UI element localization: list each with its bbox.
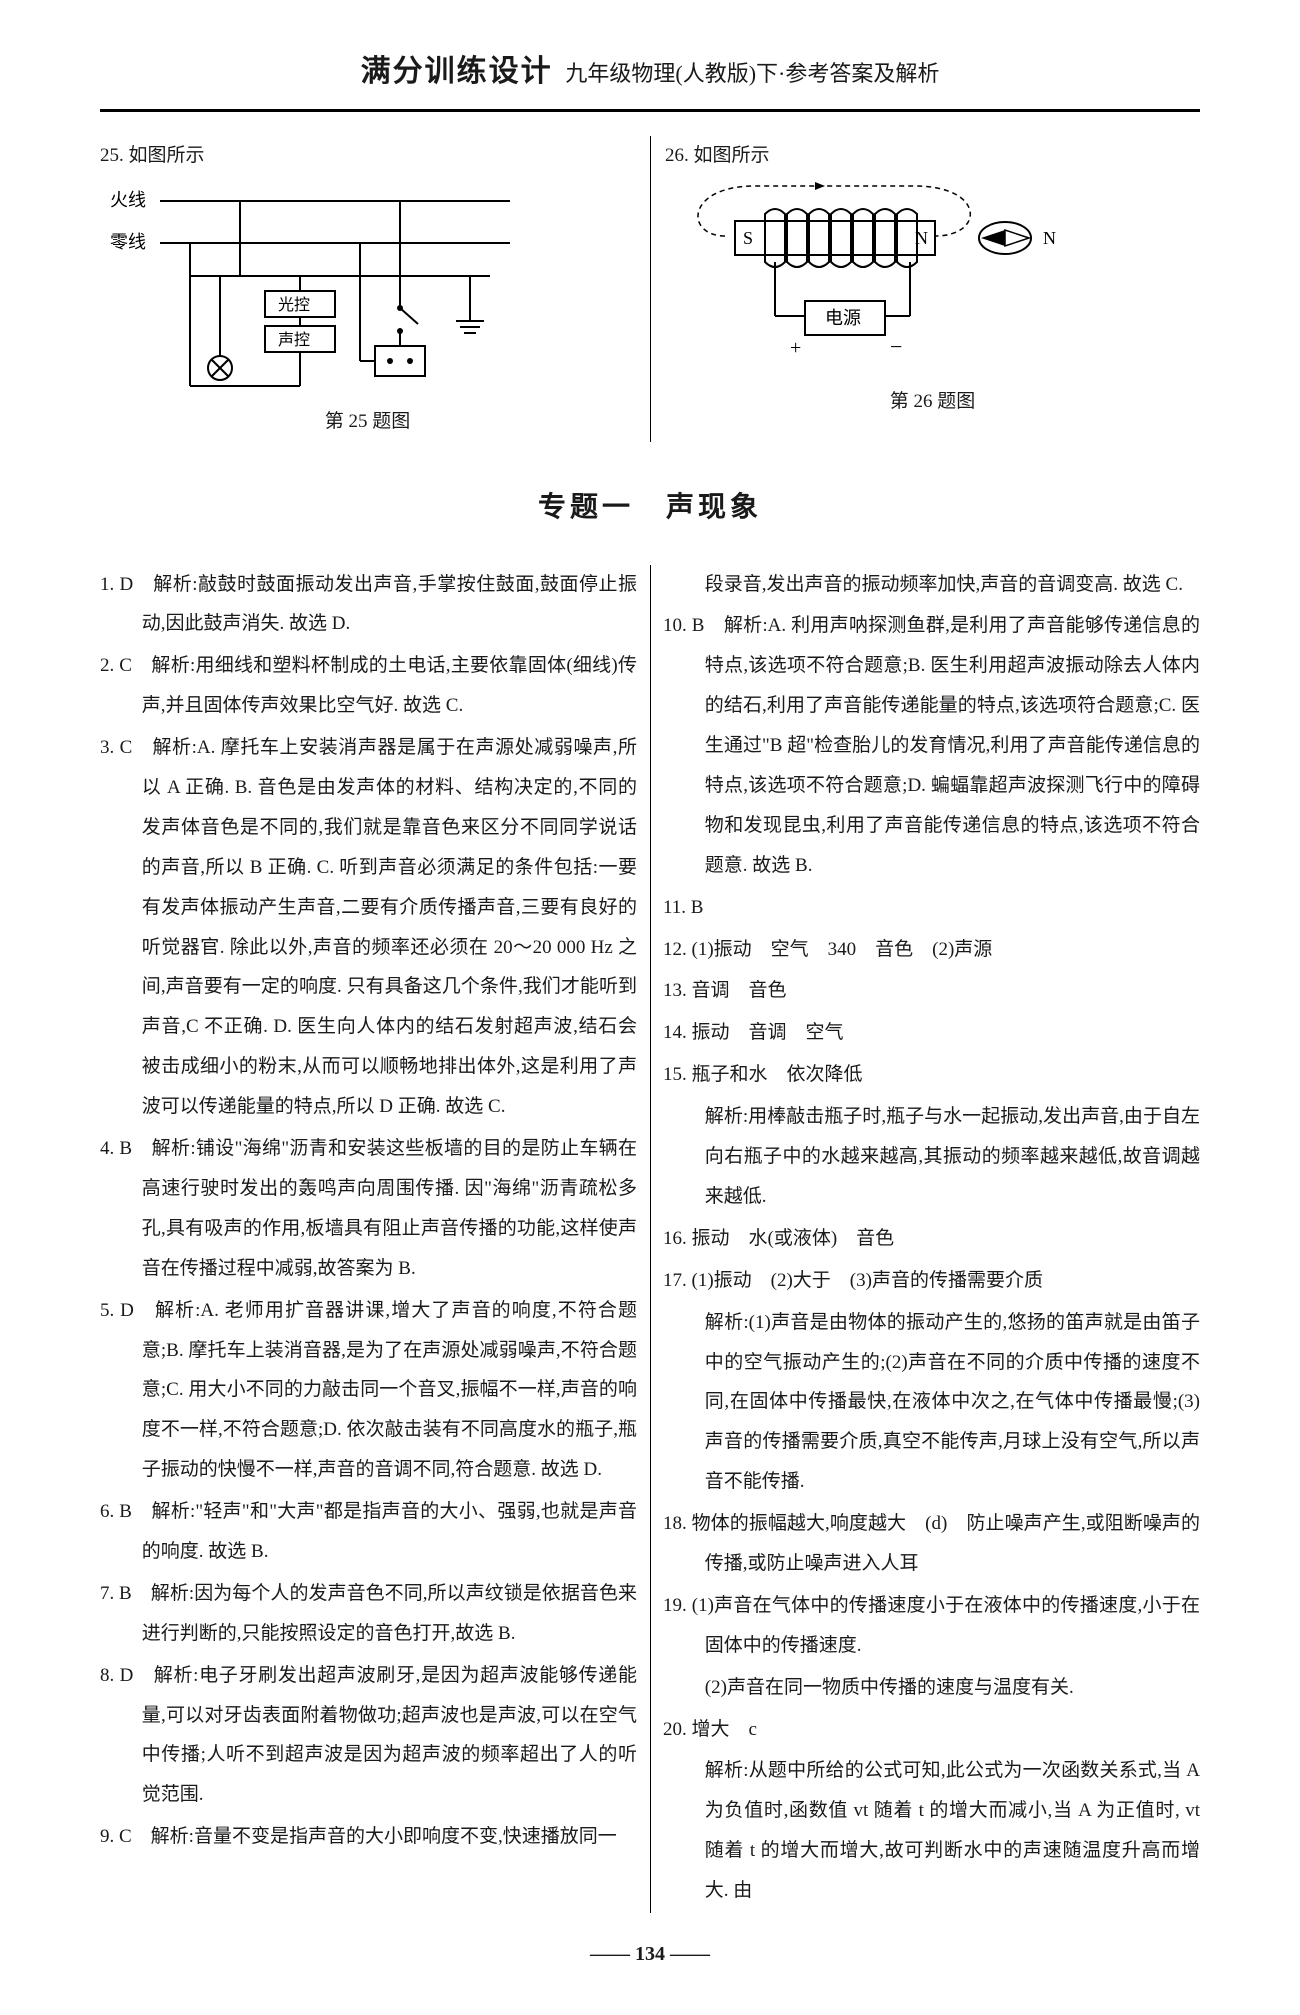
sound-ctrl-label: 声控 <box>278 331 310 349</box>
answer-continuation: 段录音,发出声音的振动频率加快,声音的音调变高. 故选 C. <box>663 565 1200 605</box>
answer-item: 3. C 解析:A. 摩托车上安装消声器是属于在声源处减弱噪声,所以 A 正确.… <box>100 728 637 1127</box>
answer-item: 9. C 解析:音量不变是指声音的大小即响度不变,快速播放同一 <box>100 1817 637 1857</box>
answer-item: 1. D 解析:敲鼓时鼓面振动发出声音,手掌按住鼓面,鼓面停止振动,因此鼓声消失… <box>100 565 637 645</box>
q26-label: 26. 如图所示 <box>665 136 1200 176</box>
section-title: 专题一 声现象 <box>100 478 1200 537</box>
answer-item: 4. B 解析:铺设"海绵"沥青和安装这些板墙的目的是防止车辆在高速行驶时发出的… <box>100 1129 637 1289</box>
answer-item: 6. B 解析:"轻声"和"大声"都是指声音的大小、强弱,也就是声音的响度. 故… <box>100 1492 637 1572</box>
answer-item: 10. B 解析:A. 利用声呐探测鱼群,是利用了声音能够传递信息的特点,该选项… <box>663 606 1200 885</box>
figure-25: 25. 如图所示 火线 零线 光控 声控 <box>100 136 635 442</box>
page-header: 满分训练设计 九年级物理(人教版)下·参考答案及解析 <box>100 40 1200 112</box>
power-label: 电源 <box>825 308 861 328</box>
answer-item: 2. C 解析:用细线和塑料杯制成的土电话,主要依靠固体(细线)传声,并且固体传… <box>100 646 637 726</box>
answer-subitem: (2)声音在同一物质中传播的速度与温度有关. <box>663 1668 1200 1708</box>
figure-26: 26. 如图所示 S N N <box>665 136 1200 442</box>
figure-26-caption: 第 26 题图 <box>665 382 1200 422</box>
live-wire-label: 火线 <box>110 190 146 210</box>
answer-item: 12. (1)振动 空气 340 音色 (2)声源 <box>663 930 1200 970</box>
answer-item: 14. 振动 音调 空气 <box>663 1013 1200 1053</box>
page-number: —— 134 —— <box>100 1933 1200 1975</box>
circuit-diagram-25: 火线 零线 光控 声控 <box>100 176 520 396</box>
answer-item: 16. 振动 水(或液体) 音色 <box>663 1219 1200 1259</box>
plus-label: + <box>790 337 801 359</box>
right-column: 段录音,发出声音的振动频率加快,声音的音调变高. 故选 C. 10. B 解析:… <box>663 565 1200 1913</box>
answer-item: 19. (1)声音在气体中的传播速度小于在液体中的传播速度,小于在固体中的传播速… <box>663 1586 1200 1666</box>
answer-explain: 解析:用棒敲击瓶子时,瓶子与水一起振动,发出声音,由于自左向右瓶子中的水越来越高… <box>663 1097 1200 1217</box>
answer-item: 15. 瓶子和水 依次降低 <box>663 1055 1200 1095</box>
answer-item: 5. D 解析:A. 老师用扩音器讲课,增大了声音的响度,不符合题意;B. 摩托… <box>100 1291 637 1490</box>
vertical-separator <box>650 565 651 1913</box>
answer-item: 8. D 解析:电子牙刷发出超声波刷牙,是因为超声波能够传递能量,可以对牙齿表面… <box>100 1656 637 1816</box>
answer-explain: 解析:(1)声音是由物体的振动产生的,悠扬的笛声就是由笛子中的空气振动产生的;(… <box>663 1303 1200 1502</box>
minus-label: − <box>890 334 902 359</box>
answer-item: 20. 增大 c <box>663 1710 1200 1750</box>
body-columns: 1. D 解析:敲鼓时鼓面振动发出声音,手掌按住鼓面,鼓面停止振动,因此鼓声消失… <box>100 565 1200 1913</box>
compass-n-label: N <box>1043 228 1056 248</box>
answer-item: 18. 物体的振幅越大,响度越大 (d) 防止噪声产生,或阻断噪声的传播,或防止… <box>663 1504 1200 1584</box>
header-sub: 九年级物理(人教版)下·参考答案及解析 <box>565 61 939 86</box>
answer-explain: 解析:从题中所给的公式可知,此公式为一次函数关系式,当 A 为负值时,函数值 v… <box>663 1751 1200 1911</box>
light-ctrl-label: 光控 <box>278 296 310 314</box>
figure-25-caption: 第 25 题图 <box>100 402 635 442</box>
answer-item: 13. 音调 音色 <box>663 971 1200 1011</box>
vertical-separator <box>650 136 651 442</box>
solenoid-diagram-26: S N N 电源 + − <box>665 176 1105 376</box>
answer-item: 17. (1)振动 (2)大于 (3)声音的传播需要介质 <box>663 1261 1200 1301</box>
answer-item: 7. B 解析:因为每个人的发声音色不同,所以声纹锁是依据音色来进行判断的,只能… <box>100 1574 637 1654</box>
q25-label: 25. 如图所示 <box>100 136 635 176</box>
pole-s: S <box>743 228 753 248</box>
neutral-wire-label: 零线 <box>110 232 146 252</box>
top-figures-row: 25. 如图所示 火线 零线 光控 声控 <box>100 136 1200 442</box>
answer-item: 11. B <box>663 888 1200 928</box>
left-column: 1. D 解析:敲鼓时鼓面振动发出声音,手掌按住鼓面,鼓面停止振动,因此鼓声消失… <box>100 565 637 1913</box>
header-main: 满分训练设计 <box>361 55 553 88</box>
